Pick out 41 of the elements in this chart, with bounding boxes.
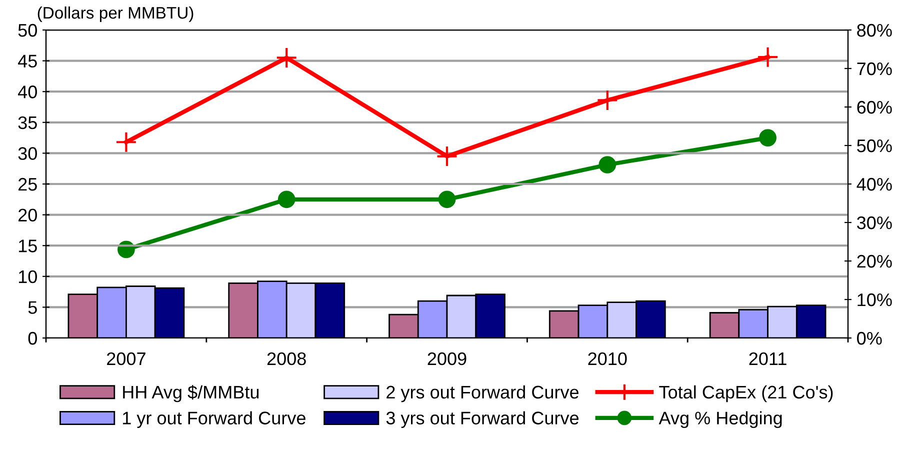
- legend-label: HH Avg $/MMBtu: [123, 385, 259, 402]
- y-tick-label: 5: [28, 301, 37, 314]
- point: [596, 89, 618, 111]
- point: [598, 156, 616, 174]
- legend-label: 2 yrs out Forward Curve: [386, 385, 579, 402]
- y-tick-label: 50: [18, 24, 37, 37]
- y-tick-label: 35: [18, 116, 37, 130]
- point: [115, 131, 137, 153]
- point: [438, 190, 456, 208]
- x-tick-label: 2007: [107, 352, 146, 366]
- y-tick-label: 40: [18, 86, 37, 98]
- y-tick-label: 10: [18, 270, 37, 284]
- legend-label: Total CapEx (21 Co's): [659, 385, 833, 402]
- y-tick-label: 30: [18, 147, 37, 160]
- x-tick-label: 2009: [428, 352, 466, 366]
- point: [759, 129, 776, 146]
- y-tick-label: 20: [18, 208, 37, 222]
- y2-tick-label: 0%: [857, 332, 882, 345]
- point: [276, 46, 298, 68]
- y2-tick-label: 20%: [857, 254, 892, 268]
- point: [757, 46, 779, 68]
- y-tick-label: 25: [18, 178, 37, 191]
- y2-tick-label: 50%: [857, 139, 892, 152]
- y2-tick-label: 60%: [857, 100, 892, 114]
- x-tick-label: 2011: [749, 352, 786, 366]
- y-tick-label: 45: [18, 54, 37, 68]
- y2-tick-label: 80%: [857, 24, 892, 37]
- y2-tick-label: 30%: [857, 216, 892, 230]
- point: [278, 190, 296, 208]
- y2-tick-label: 40%: [856, 178, 892, 191]
- x-tick-label: 2010: [588, 352, 627, 366]
- y-axis-title: (Dollars per MMBTU): [38, 6, 194, 22]
- x-tick-label: 2008: [267, 352, 306, 366]
- legend-label: 3 yrs out Forward Curve: [386, 411, 579, 428]
- legend-label: Avg % Hedging: [658, 411, 782, 428]
- y2-tick-label: 70%: [857, 62, 892, 76]
- y-tick-label: 0: [28, 332, 37, 345]
- legend-label: 1 yr out Forward Curve: [122, 411, 306, 428]
- y-tick-label: 15: [18, 240, 37, 252]
- y2-tick-label: 10%: [858, 293, 892, 306]
- point: [436, 146, 458, 168]
